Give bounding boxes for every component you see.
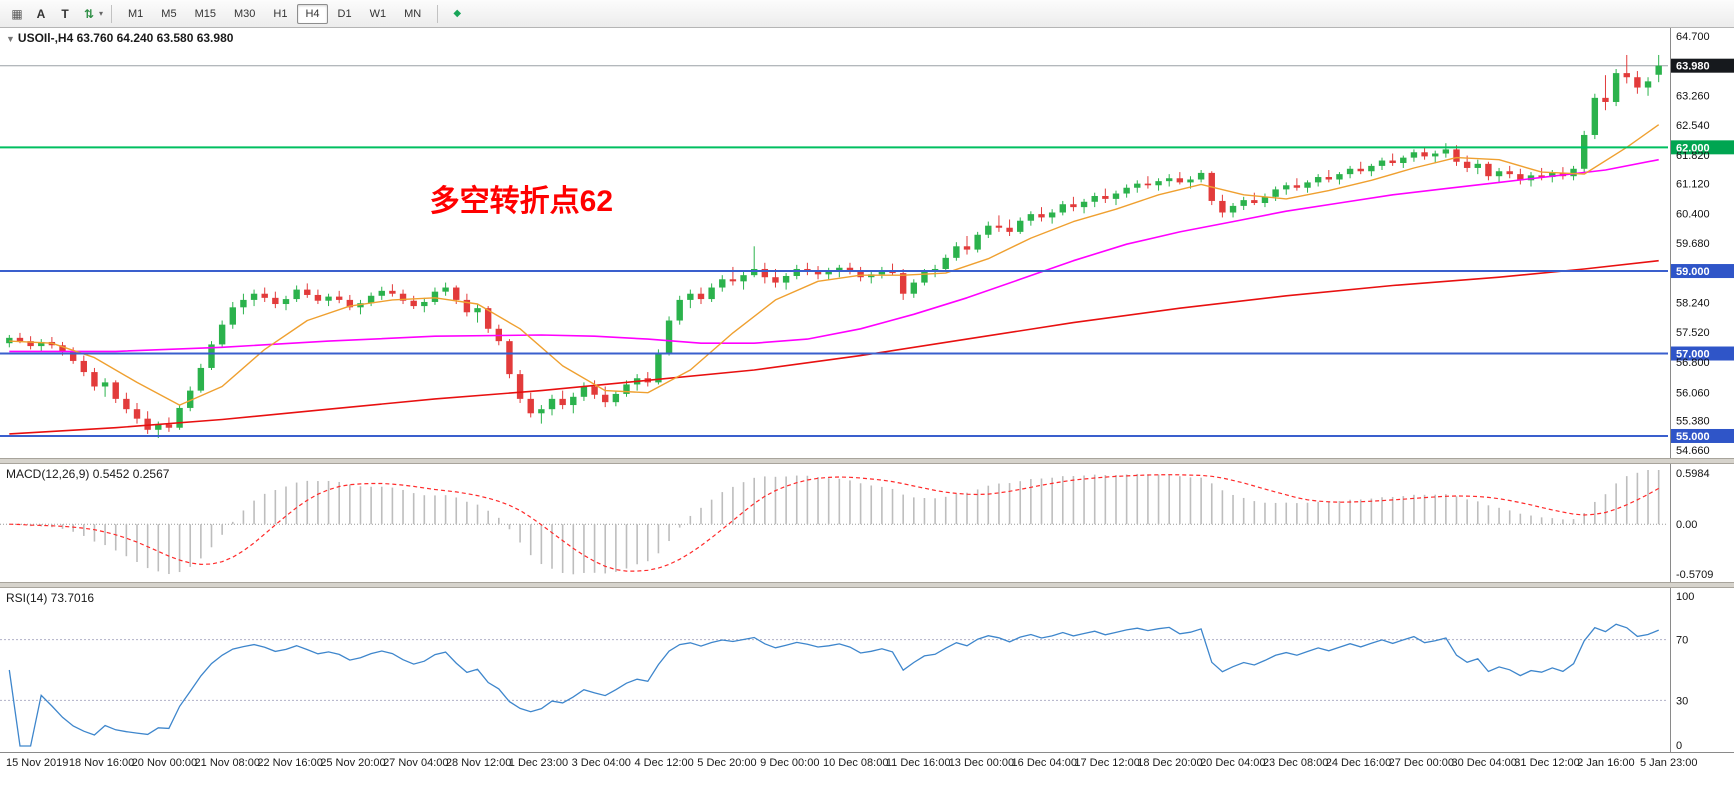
tf-button-m15[interactable]: M15 — [187, 4, 224, 24]
time-label: 21 Nov 08:00 — [194, 757, 260, 769]
time-label: 5 Dec 20:00 — [697, 757, 757, 769]
macd-panel[interactable]: 0.5984 0.00 -0.5709 MACD(12,26,9) 0.5452 0… — [0, 464, 1734, 582]
svg-text:56.800: 56.800 — [1676, 357, 1710, 369]
time-label: 3 Dec 04:00 — [571, 757, 631, 769]
svg-text:0.5984: 0.5984 — [1676, 468, 1710, 480]
svg-text:59.000: 59.000 — [1676, 266, 1710, 278]
time-label: 4 Dec 12:00 — [634, 757, 694, 769]
tf-button-m30[interactable]: M30 — [226, 4, 263, 24]
time-label: 18 Nov 16:00 — [68, 757, 135, 769]
horizontal-level-lines[interactable] — [0, 146, 1668, 437]
time-label: 1 Dec 23:00 — [508, 757, 569, 769]
time-label: 27 Nov 04:00 — [383, 757, 449, 769]
time-label: 11 Dec 16:00 — [885, 757, 951, 769]
moving-averages-layer — [9, 124, 1660, 435]
time-label: 2 Jan 16:00 — [1577, 757, 1635, 769]
svg-text:56.060: 56.060 — [1676, 387, 1710, 399]
panel-splitter[interactable] — [0, 582, 1734, 588]
tf-button-d1[interactable]: D1 — [330, 4, 360, 24]
rsi-canvas[interactable]: 100 70 30 0 — [0, 588, 1734, 752]
arrows-updown-icon[interactable]: ⇅ — [83, 6, 95, 21]
chart-menu-icon[interactable]: ▼ — [6, 34, 15, 44]
rsi-line — [8, 623, 1659, 747]
rsi-panel[interactable]: 100 70 30 0 RSI(14) 73.7016 — [0, 588, 1734, 752]
macd-signal-line — [9, 474, 1659, 572]
time-label: 20 Nov 00:00 — [131, 757, 198, 769]
svg-text:0.00: 0.00 — [1676, 519, 1697, 531]
svg-text:62.540: 62.540 — [1676, 120, 1710, 132]
time-label: 30 Dec 04:00 — [1451, 757, 1517, 769]
time-label: 23 Dec 08:00 — [1262, 757, 1329, 769]
tf-button-m1[interactable]: M1 — [120, 4, 151, 24]
svg-text:59.680: 59.680 — [1676, 238, 1710, 250]
toolbar-icon-group: ▦ A T ⇅ — [6, 3, 100, 25]
toolbar: ▦ A T ⇅ ▾ M1 M5 M15 M30 H1 H4 D1 W1 MN ◆ — [0, 0, 1734, 28]
svg-text:60.400: 60.400 — [1676, 208, 1710, 220]
svg-text:-0.5709: -0.5709 — [1676, 569, 1713, 581]
grid-icon[interactable]: ▦ — [11, 6, 23, 21]
time-label: 27 Dec 00:00 — [1388, 757, 1455, 769]
ma-fast-line — [9, 124, 1660, 406]
candles-layer — [6, 54, 1662, 439]
time-label: 17 Dec 12:00 — [1074, 757, 1140, 769]
time-label: 9 Dec 00:00 — [760, 757, 820, 769]
time-label: 16 Dec 04:00 — [1011, 757, 1077, 769]
svg-text:100: 100 — [1676, 591, 1694, 603]
svg-text:61.120: 61.120 — [1676, 179, 1710, 191]
svg-text:61.820: 61.820 — [1676, 150, 1710, 162]
toolbar-separator — [111, 4, 113, 23]
time-label: 28 Nov 12:00 — [445, 757, 512, 769]
time-label: 18 Dec 20:00 — [1137, 757, 1203, 769]
chart-title: ▼ USOIl-,H4 63.760 64.240 63.580 63.980 — [6, 31, 233, 45]
chevron-down-icon[interactable]: ▾ — [99, 9, 104, 18]
svg-text:54.660: 54.660 — [1676, 445, 1710, 457]
svg-text:55.000: 55.000 — [1676, 431, 1710, 443]
time-label: 15 Nov 2019 — [6, 757, 69, 769]
time-label: 20 Dec 04:00 — [1200, 757, 1266, 769]
tf-button-w1[interactable]: W1 — [362, 4, 395, 24]
tf-button-mn[interactable]: MN — [396, 4, 429, 24]
time-label: 10 Dec 08:00 — [823, 757, 889, 769]
rsi-label: RSI(14) 73.7016 — [6, 591, 95, 605]
time-label: 22 Nov 16:00 — [257, 757, 323, 769]
tf-button-h1[interactable]: H1 — [265, 4, 295, 24]
green-diamond-icon[interactable]: ◆ — [453, 8, 462, 19]
time-label: 13 Dec 00:00 — [948, 757, 1015, 769]
svg-text:63.260: 63.260 — [1676, 90, 1710, 102]
svg-text:63.980: 63.980 — [1676, 61, 1710, 73]
macd-canvas[interactable]: 0.5984 0.00 -0.5709 — [0, 464, 1734, 582]
tf-button-h4[interactable]: H4 — [297, 3, 328, 24]
ma-mid-line — [9, 158, 1659, 353]
time-label: 24 Dec 16:00 — [1325, 757, 1392, 769]
time-axis[interactable]: 15 Nov 2019 18 Nov 16:00 20 Nov 00:00 21 No… — [0, 752, 1734, 795]
svg-text:55.380: 55.380 — [1676, 415, 1710, 427]
ma-slow-line — [9, 259, 1659, 435]
svg-text:30: 30 — [1676, 695, 1688, 707]
svg-text:57.520: 57.520 — [1676, 327, 1710, 339]
tf-button-m5[interactable]: M5 — [153, 4, 184, 24]
font-a-icon[interactable]: A — [36, 6, 46, 21]
svg-text:57.000: 57.000 — [1676, 349, 1710, 361]
time-label: 5 Jan 23:00 — [1640, 757, 1698, 769]
text-box-icon[interactable]: T — [61, 6, 69, 21]
macd-histogram — [19, 470, 1660, 575]
panel-splitter[interactable] — [0, 458, 1734, 464]
time-label: 25 Nov 20:00 — [320, 757, 386, 769]
macd-label: MACD(12,26,9) 0.5452 0.2567 — [6, 467, 170, 481]
svg-text:70: 70 — [1676, 635, 1688, 647]
svg-text:0: 0 — [1676, 740, 1682, 752]
svg-text:64.700: 64.700 — [1676, 31, 1710, 43]
time-label: 31 Dec 12:00 — [1514, 757, 1580, 769]
svg-text:58.240: 58.240 — [1676, 297, 1710, 309]
toolbar-separator — [437, 4, 439, 23]
timeframe-button-group: M1 M5 M15 M30 H1 H4 D1 W1 MN — [120, 3, 429, 24]
price-chart-panel[interactable]: 64.700 63.980 63.260 62.540 62.000 61.820 61.1… — [0, 28, 1734, 458]
chart-annotation-text[interactable]: 多空转折点62 — [430, 185, 613, 218]
svg-text:62.000: 62.000 — [1676, 142, 1710, 154]
chart-title-text: USOIl-,H4 63.760 64.240 63.580 63.980 — [17, 31, 234, 45]
